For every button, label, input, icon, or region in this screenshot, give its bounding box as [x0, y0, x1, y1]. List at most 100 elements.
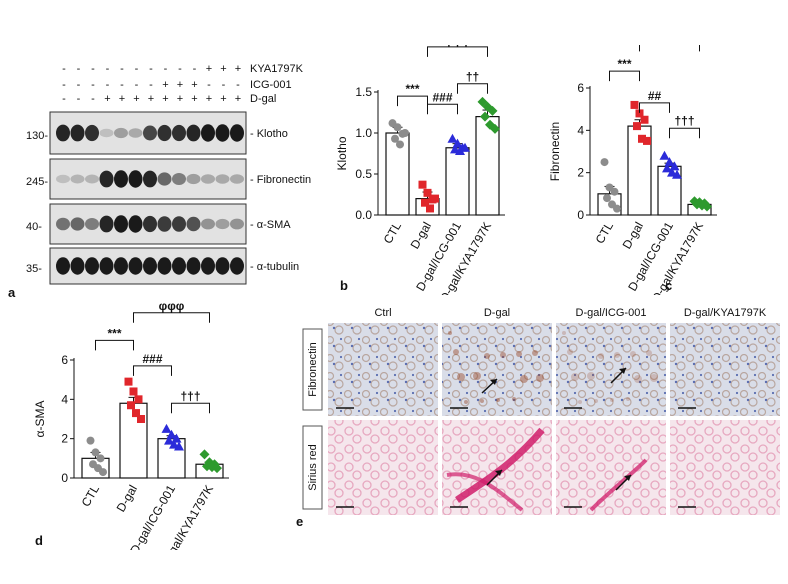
column-label: Ctrl	[374, 307, 391, 319]
treatment-sign-d-gal: +	[206, 93, 212, 105]
data-point	[137, 415, 145, 423]
treatment-sign-kya1797k: -	[193, 63, 197, 75]
panel-letter-d: d	[35, 533, 43, 548]
data-point	[643, 136, 651, 145]
fibronectin-stain	[626, 397, 630, 401]
blot-band	[172, 216, 186, 232]
treatment-sign-icg-001: +	[191, 79, 197, 91]
treatment-sign-d-gal: +	[191, 93, 197, 105]
data-point	[426, 204, 434, 213]
blot-band	[128, 257, 143, 275]
treatment-sign-kya1797k: -	[106, 63, 110, 75]
blot-band	[186, 173, 201, 185]
treatment-label-icg-001: ICG-001	[250, 79, 292, 91]
data-point	[640, 115, 649, 124]
data-point	[455, 146, 465, 156]
data-point	[212, 463, 222, 474]
blot-band	[157, 216, 172, 232]
blot-band	[143, 215, 157, 233]
row-label: Fibronectin	[307, 342, 319, 396]
significance-label: φφφ	[159, 300, 185, 313]
treatment-label-d-gal: D-gal	[250, 93, 276, 105]
treatment-sign-kya1797k: +	[235, 63, 241, 75]
y-tick-label: 0	[61, 471, 68, 485]
blot-band	[230, 174, 244, 184]
significance-label: ##	[648, 89, 662, 103]
data-point	[199, 449, 210, 460]
blot-band	[56, 257, 70, 275]
data-point	[124, 377, 133, 386]
collagen-deposit	[446, 472, 524, 512]
blot-band	[230, 124, 244, 142]
data-point	[132, 409, 140, 418]
significance-bracket	[639, 45, 700, 52]
data-point	[431, 194, 439, 203]
data-point	[421, 198, 429, 207]
data-point	[659, 150, 670, 160]
treatment-sign-icg-001: -	[91, 79, 95, 91]
blot-band	[215, 124, 230, 142]
significance-bracket	[427, 103, 458, 115]
row-label-box	[302, 328, 323, 411]
data-point	[460, 142, 470, 152]
data-point	[99, 468, 107, 477]
fibronectin-stain	[536, 374, 544, 382]
column-label: D-gal	[484, 307, 510, 319]
significance-label: ***	[617, 57, 631, 71]
y-tick-label: 0.5	[355, 167, 372, 181]
fibronectin-image	[328, 323, 438, 416]
fibronectin-stain	[484, 353, 490, 359]
blot-band	[99, 215, 114, 233]
sirius-red-image	[328, 420, 438, 515]
blot-band	[143, 257, 157, 275]
treatment-sign-d-gal: -	[91, 93, 95, 105]
treatment-label-kya1797k: KYA1797K	[250, 63, 304, 75]
category-label: D-gal	[408, 220, 434, 252]
data-point	[423, 188, 432, 197]
blot-band	[99, 257, 114, 275]
arrow-head	[495, 470, 502, 476]
fibronectin-image	[556, 323, 666, 416]
data-point	[396, 140, 404, 149]
significance-label: φφφ	[445, 45, 471, 47]
western-blot-panel: - - - - - - - - - - + + + KYA1797K- - - - - - - + + + - - - ICG-00…	[26, 63, 311, 285]
significance-bracket	[171, 402, 210, 414]
fibronectin-stain	[594, 399, 598, 403]
bar-d-gal/icg-001	[445, 147, 470, 216]
blot-band	[114, 215, 128, 233]
blot-band	[172, 173, 186, 185]
data-point	[207, 462, 217, 473]
fibronectin-stain	[448, 331, 452, 335]
blot-band	[70, 174, 85, 184]
category-label: CTL	[79, 482, 103, 509]
data-point	[633, 122, 641, 131]
blot-band	[172, 124, 186, 142]
significance-bracket	[95, 339, 134, 351]
data-point	[96, 454, 105, 463]
fibronectin-stain	[496, 398, 500, 402]
significance-bracket	[609, 70, 640, 82]
fibronectin-image	[670, 323, 780, 416]
column-label: D-gal/ICG-001	[576, 307, 647, 319]
fibronectin-stain	[650, 374, 658, 382]
significance-bracket	[133, 365, 172, 376]
data-point	[603, 194, 611, 203]
significance-bracket	[639, 102, 670, 113]
blot-band	[128, 128, 143, 138]
data-point	[613, 204, 621, 213]
treatment-sign-icg-001: -	[62, 79, 66, 91]
blot-band	[70, 124, 85, 142]
fibronectin-stain	[516, 351, 522, 357]
data-point	[480, 111, 490, 122]
data-point	[600, 158, 609, 167]
data-point	[702, 201, 712, 212]
blot-band	[85, 124, 99, 142]
treatment-sign-icg-001: -	[207, 79, 211, 91]
data-point	[134, 395, 143, 404]
panel-letter-b: b	[340, 278, 348, 293]
data-point	[164, 435, 174, 445]
treatment-sign-icg-001: -	[77, 79, 81, 91]
histology-panel: Fibronectin Sirius red Ctrl D-gal D-gal/ICG-…	[296, 307, 780, 529]
arrow-head	[624, 475, 631, 481]
blot-label: - α-SMA	[250, 219, 291, 231]
